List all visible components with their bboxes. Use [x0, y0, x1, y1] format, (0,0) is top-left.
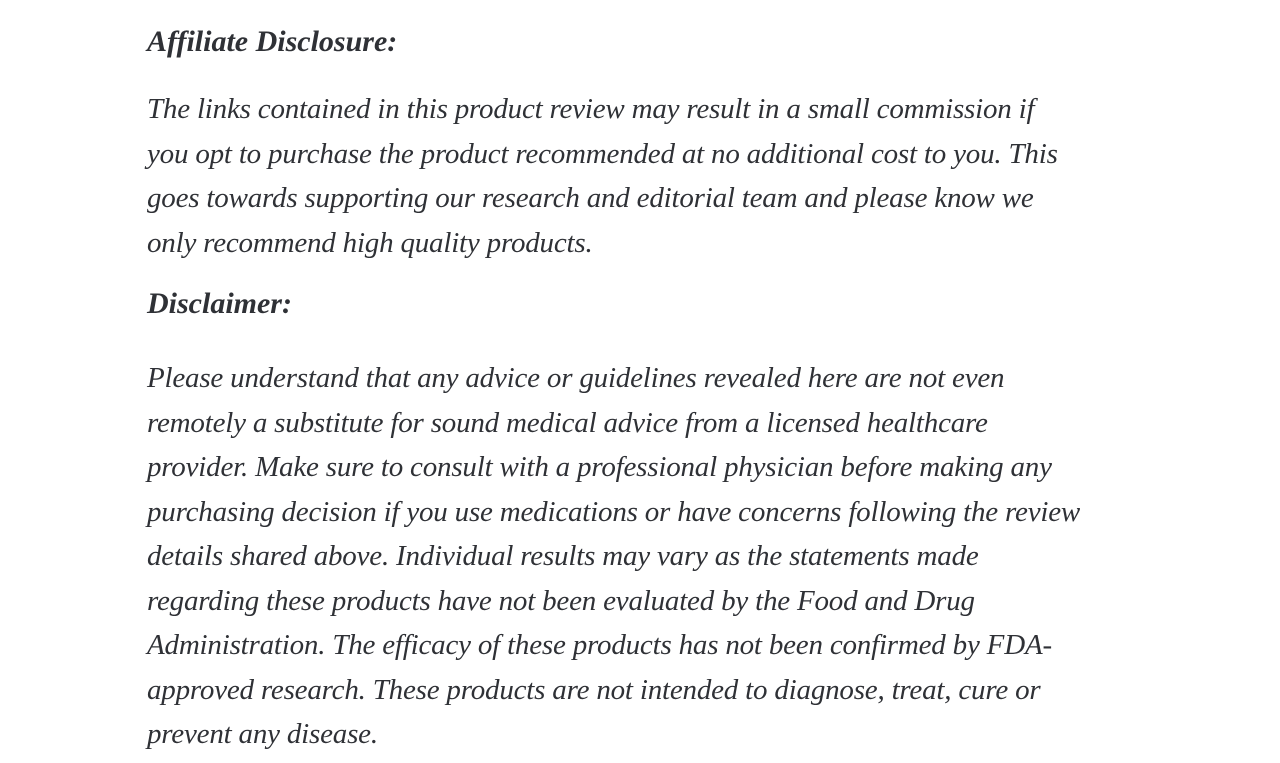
paragraph-line: prevent any disease. — [147, 718, 378, 750]
paragraph-line: remotely a substitute for sound medical … — [147, 406, 988, 439]
paragraph-line: provider. Make sure to consult with a pr… — [147, 451, 1052, 483]
disclaimer-paragraph: Please understand that any advice or gui… — [147, 356, 1162, 757]
paragraph-line: purchasing decision if you use medicatio… — [147, 495, 1081, 528]
paragraph-line: you opt to purchase the product recommen… — [147, 137, 1058, 170]
affiliate-disclosure-heading: Affiliate Disclosure: — [147, 25, 398, 58]
paragraph-line: only recommend high quality products. — [147, 226, 593, 259]
paragraph-line: goes towards supporting our research and… — [147, 182, 1034, 214]
paragraph-line: The links contained in this product revi… — [147, 93, 1035, 125]
paragraph-line: approved research. These products are no… — [147, 673, 1041, 706]
paragraph-line: Administration. The efficacy of these pr… — [147, 629, 1052, 661]
disclaimer-heading: Disclaimer: — [147, 287, 292, 320]
affiliate-disclosure-paragraph: The links contained in this product revi… — [147, 87, 1162, 265]
article-body: Affiliate Disclosure: The links containe… — [147, 0, 1162, 757]
paragraph-line: Please understand that any advice or gui… — [147, 362, 1005, 394]
paragraph-line: details shared above. Individual results… — [147, 540, 979, 572]
paragraph-line: regarding these products have not been e… — [147, 584, 975, 617]
